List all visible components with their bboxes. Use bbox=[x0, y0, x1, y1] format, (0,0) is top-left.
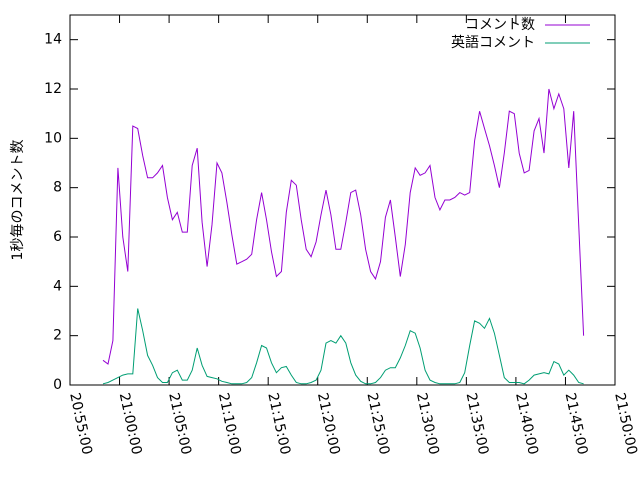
x-tick-label: 21:25:00 bbox=[363, 391, 392, 456]
y-tick-label: 6 bbox=[53, 229, 62, 245]
x-tick-label: 21:15:00 bbox=[264, 391, 293, 456]
y-tick-label: 8 bbox=[53, 180, 62, 196]
y-tick-label: 4 bbox=[53, 278, 62, 294]
plot-border bbox=[69, 14, 616, 386]
legend-label: 英語コメント bbox=[451, 34, 535, 51]
y-tick-label: 12 bbox=[44, 81, 62, 97]
x-tick-label: 20:55:00 bbox=[66, 391, 95, 456]
y-tick-label: 2 bbox=[53, 328, 62, 344]
series-line bbox=[102, 308, 584, 385]
x-tick-label: 21:45:00 bbox=[562, 391, 591, 456]
x-tick-label: 21:20:00 bbox=[314, 391, 343, 456]
y-tick-label: 0 bbox=[53, 377, 62, 393]
x-tick-label: 21:40:00 bbox=[512, 391, 541, 456]
x-tick-label: 21:05:00 bbox=[165, 391, 194, 456]
x-tick-label: 21:35:00 bbox=[463, 391, 492, 456]
x-tick-label: 21:30:00 bbox=[413, 391, 442, 456]
y-tick-label: 14 bbox=[44, 32, 62, 48]
x-tick-label: 21:10:00 bbox=[215, 391, 244, 456]
x-tick-label: 21:00:00 bbox=[116, 391, 145, 456]
y-axis-label: 1秒毎のコメント数 bbox=[10, 140, 26, 261]
series-line bbox=[102, 88, 585, 365]
y-tick-label: 10 bbox=[44, 130, 62, 146]
legend-label: コメント数 bbox=[465, 17, 535, 33]
x-tick-label: 21:50:00 bbox=[611, 391, 640, 456]
